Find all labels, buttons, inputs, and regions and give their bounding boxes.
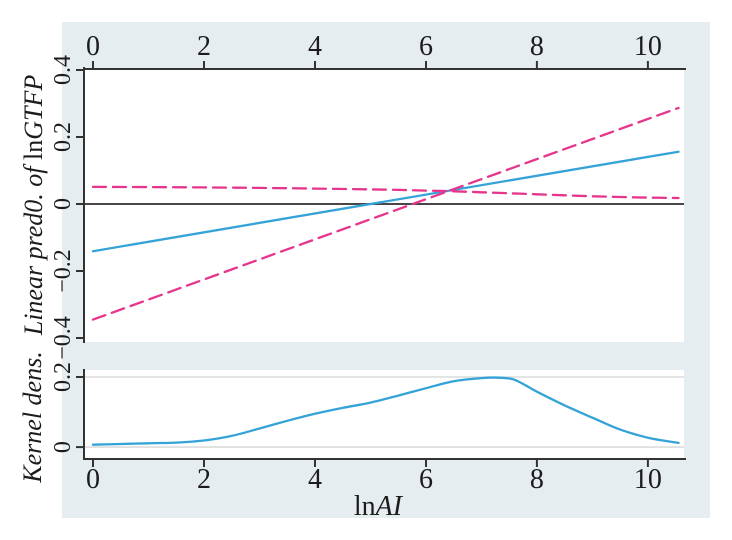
top-y-axis-title: Linear pred0. of lnGTFP [19, 74, 48, 336]
y-title-var: GTFP [19, 74, 48, 140]
kernel-density-panel-y-tick-label: 0 [50, 441, 76, 453]
x-axis-title: lnAI [354, 493, 402, 521]
kernel-density-panel-x-tick-label: 0 [86, 464, 100, 495]
kernel-density-panel-x-tick-label: 4 [308, 464, 322, 495]
linear-prediction-panel-x-tick-label: 2 [197, 31, 211, 62]
linear-prediction-panel-y-tick-label: −0.4 [50, 316, 76, 360]
y-title-ln: ln [19, 139, 48, 160]
ci-upper-line [91, 185, 680, 200]
bottom-y-axis-title: Kernel dens. [18, 351, 47, 483]
kernel-density-panel-x-tick-label: 2 [197, 464, 211, 495]
kernel-density-panel-y-tick-label: 0.2 [50, 362, 76, 392]
kernel-density-panel-x-tick-label: 6 [419, 464, 433, 495]
x-title-var: AI [375, 491, 403, 522]
linear-prediction-panel-x-tick-label: 10 [634, 31, 662, 62]
x-title-ln: ln [353, 491, 376, 522]
linear-prediction-panel-x-tick-label: 8 [530, 31, 544, 62]
linear-prediction-panel-y-tick-label: 0 [50, 198, 76, 210]
linear-prediction-panel-x-tick-label: 4 [308, 31, 322, 62]
y-title-prefix: Linear pred0. of [19, 159, 48, 336]
kernel-density-panel-x-tick-label: 10 [634, 464, 662, 495]
kernel-density-line [91, 376, 680, 446]
ci-lower-line [91, 106, 680, 321]
linear-prediction-panel-x-tick-label: 0 [86, 31, 100, 62]
linear-prediction-panel-y-tick-label: 0.2 [50, 122, 76, 152]
linear-prediction-panel-y-tick-label: 0.4 [50, 55, 76, 85]
kernel-density-panel-x-tick-label: 8 [530, 464, 544, 495]
linear-fit-line [91, 150, 680, 253]
linear-prediction-panel-x-tick-label: 6 [419, 31, 433, 62]
linear-prediction-panel-y-tick-label: −0.2 [50, 249, 76, 293]
